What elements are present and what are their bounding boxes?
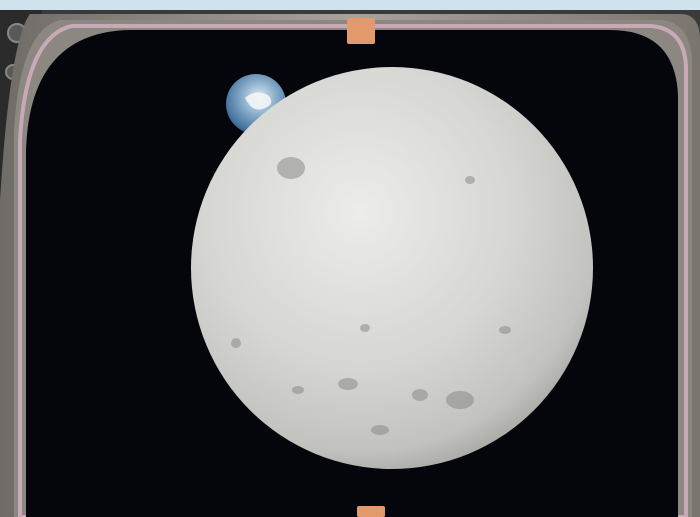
window-seal xyxy=(18,24,688,517)
moon xyxy=(191,67,593,469)
latch xyxy=(357,506,385,517)
earth-cloud xyxy=(245,92,272,110)
latch xyxy=(347,18,375,44)
moon-craters xyxy=(231,157,511,435)
